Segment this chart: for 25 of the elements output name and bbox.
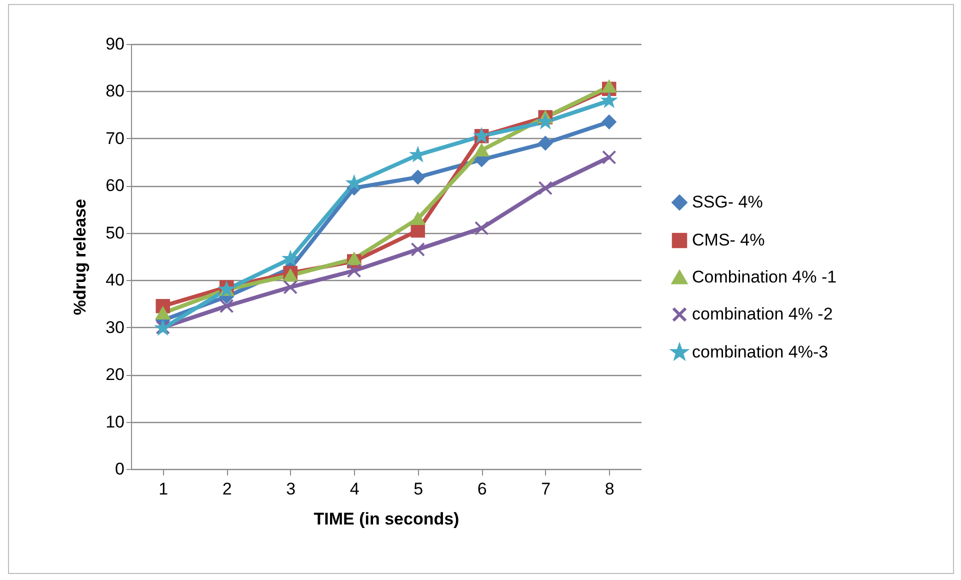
x-tick-label: 5	[414, 480, 424, 498]
y-tick-label: 40	[106, 270, 124, 290]
y-tick-label: 0	[115, 460, 124, 478]
y-tick-label: 60	[106, 176, 124, 196]
x-tick-label: 6	[477, 480, 487, 498]
x-axis-title: TIME (in seconds)	[314, 510, 460, 528]
legend-label: CMS- 4%	[692, 230, 765, 250]
y-tick-label: 70	[106, 128, 124, 148]
x-tick-label: 7	[541, 480, 551, 498]
y-tick-label: 30	[106, 318, 124, 337]
y-tick-label: 20	[106, 365, 124, 384]
y-tick-label: 50	[106, 223, 124, 242]
y-tick-label: 90	[106, 34, 124, 54]
legend-label: combination 4% -2	[692, 304, 833, 324]
y-tick-label: 80	[106, 82, 124, 101]
legend-label: SSG- 4%	[692, 192, 763, 212]
x-tick-label: 4	[350, 480, 360, 498]
x-tick-label: 1	[158, 480, 168, 498]
x-tick-label: 2	[222, 480, 232, 498]
y-tick-label: 10	[106, 412, 124, 432]
x-tick-label: 8	[604, 480, 614, 498]
legend-label: combination 4%-3	[692, 342, 828, 362]
y-axis-title: %drug release	[70, 198, 90, 316]
x-tick-label: 3	[286, 480, 296, 498]
legend-label: Combination 4% -1	[692, 268, 837, 286]
